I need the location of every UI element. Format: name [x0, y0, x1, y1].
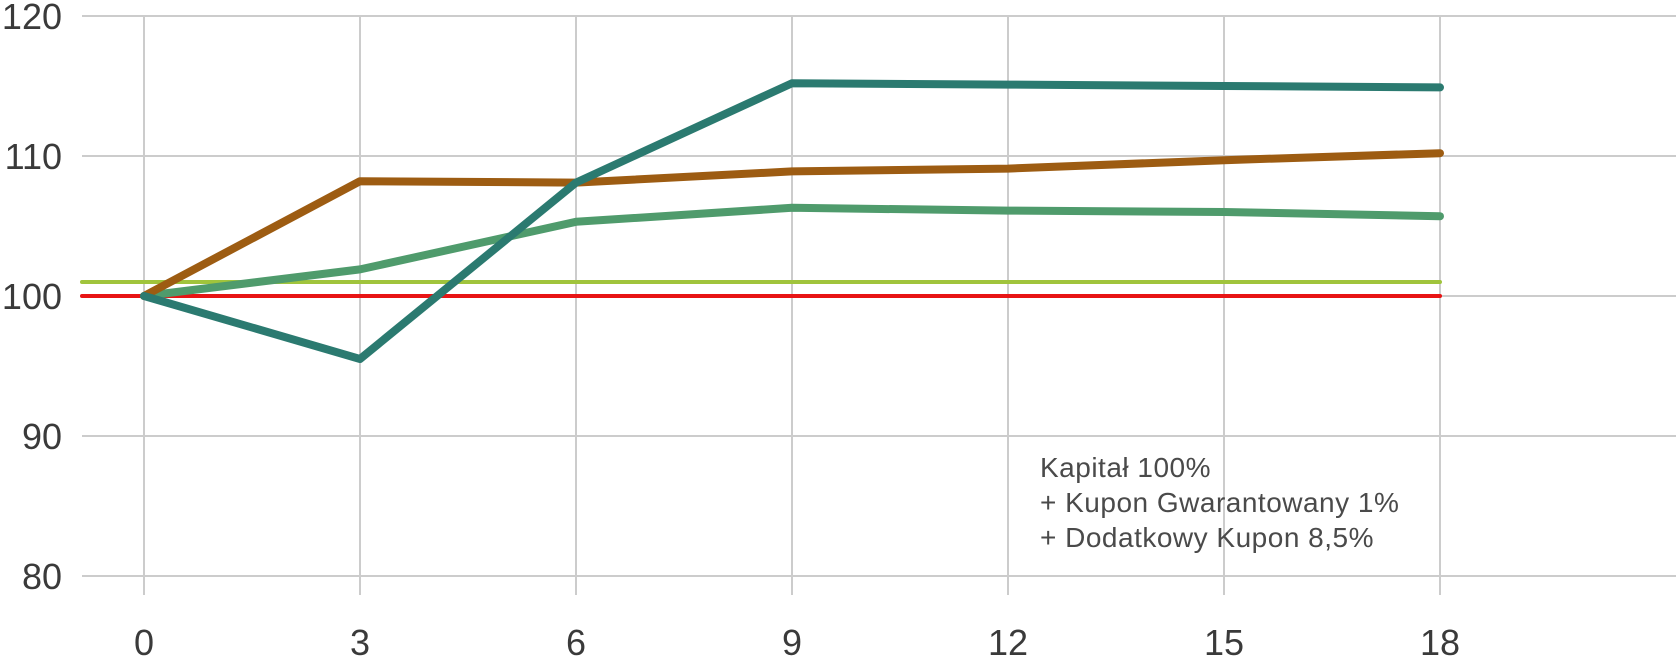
x-axis-tick-label-3: 3 [350, 622, 370, 659]
series-scenario-green-line [140, 203, 1444, 300]
x-axis-tick-label-0: 0 [134, 622, 154, 659]
x-axis-tick-label-12: 12 [988, 622, 1028, 659]
series-scenario-teal-line [140, 79, 1444, 363]
annotation-line-capital: Kapitał 100% [1040, 452, 1212, 483]
y-axis-tick-label-100: 100 [2, 276, 62, 317]
x-axis-tick-label-9: 9 [782, 622, 802, 659]
x-axis-tick-label-18: 18 [1420, 622, 1460, 659]
x-axis-tick-label-6: 6 [566, 622, 586, 659]
chart-annotation: Kapitał 100% + Kupon Gwarantowany 1% + D… [1040, 450, 1399, 555]
y-axis-tick-label-80: 80 [22, 556, 62, 597]
series-scenario-brown-line [140, 149, 1444, 300]
y-axis-tick-label-90: 90 [22, 416, 62, 457]
x-axis-tick-label-15: 15 [1204, 622, 1244, 659]
y-axis-tick-label-120: 120 [2, 0, 62, 37]
annotation-line-guaranteed-coupon: + Kupon Gwarantowany 1% [1040, 487, 1400, 518]
annotation-line-additional-coupon: + Dodatkowy Kupon 8,5% [1040, 522, 1374, 553]
y-axis-tick-label-110: 110 [5, 136, 62, 177]
